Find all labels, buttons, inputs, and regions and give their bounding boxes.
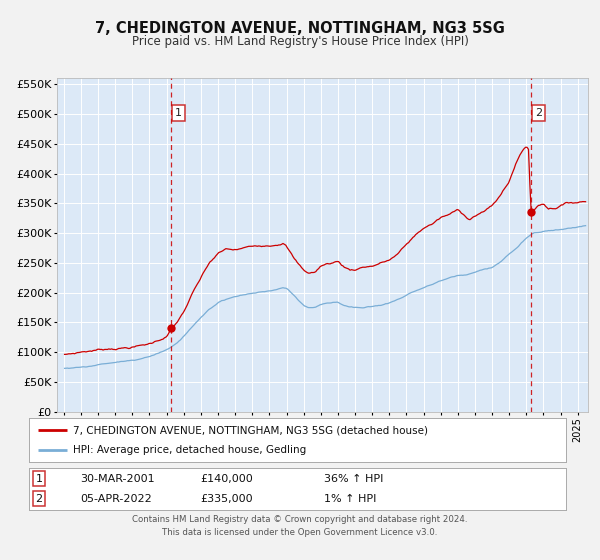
Text: 36% ↑ HPI: 36% ↑ HPI	[324, 474, 383, 483]
Text: This data is licensed under the Open Government Licence v3.0.: This data is licensed under the Open Gov…	[163, 528, 437, 537]
Text: 2: 2	[35, 494, 43, 503]
Text: Price paid vs. HM Land Registry's House Price Index (HPI): Price paid vs. HM Land Registry's House …	[131, 35, 469, 48]
Text: HPI: Average price, detached house, Gedling: HPI: Average price, detached house, Gedl…	[73, 445, 306, 455]
Text: Contains HM Land Registry data © Crown copyright and database right 2024.: Contains HM Land Registry data © Crown c…	[132, 515, 468, 524]
Text: £140,000: £140,000	[200, 474, 253, 483]
Text: 7, CHEDINGTON AVENUE, NOTTINGHAM, NG3 5SG: 7, CHEDINGTON AVENUE, NOTTINGHAM, NG3 5S…	[95, 21, 505, 36]
Text: 30-MAR-2001: 30-MAR-2001	[80, 474, 154, 483]
Text: 05-APR-2022: 05-APR-2022	[80, 494, 152, 503]
Text: 7, CHEDINGTON AVENUE, NOTTINGHAM, NG3 5SG (detached house): 7, CHEDINGTON AVENUE, NOTTINGHAM, NG3 5S…	[73, 425, 428, 435]
Text: 2: 2	[535, 109, 542, 118]
Text: 1: 1	[175, 109, 182, 118]
Text: 1% ↑ HPI: 1% ↑ HPI	[324, 494, 377, 503]
Text: 1: 1	[35, 474, 43, 483]
Text: £335,000: £335,000	[200, 494, 253, 503]
